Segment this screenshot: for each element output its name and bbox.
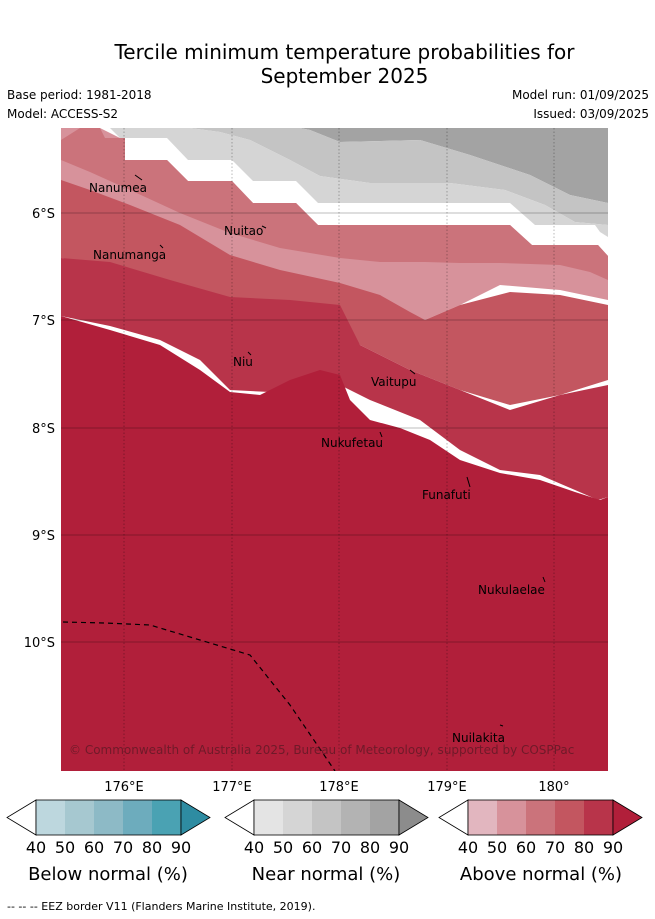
above-normal-label: Above normal (%) bbox=[460, 864, 622, 885]
lon-tick: 177°E bbox=[212, 780, 252, 795]
near-normal-label: Near normal (%) bbox=[252, 864, 401, 885]
below-tick: 50 bbox=[55, 838, 75, 857]
eez-border bbox=[62, 621, 336, 771]
near-normal-band-70 bbox=[300, 128, 608, 203]
above-colorbar-segment bbox=[526, 800, 555, 835]
lon-tick: 176°E bbox=[104, 780, 144, 795]
lon-tick: 178°E bbox=[319, 780, 359, 795]
near-tick: 90 bbox=[389, 838, 409, 857]
above-colorbar-segment bbox=[555, 800, 584, 835]
place-nukufetau: Nukufetau bbox=[321, 436, 383, 450]
lon-tick-labels: 176°E 177°E 178°E 179°E 180° bbox=[104, 780, 569, 795]
near-tick: 50 bbox=[273, 838, 293, 857]
near-tick: 60 bbox=[302, 838, 322, 857]
lat-tick: 9°S bbox=[32, 529, 55, 544]
above-colorbar-segment bbox=[584, 800, 613, 835]
model-run: Model run: 01/09/2025 bbox=[511, 88, 649, 102]
colorbar-titles: Below normal (%) Near normal (%) Above n… bbox=[28, 864, 622, 885]
latitude-lines bbox=[61, 212, 608, 643]
below-colorbar-segment bbox=[36, 800, 65, 835]
above-colorbar-segment bbox=[497, 800, 526, 835]
below-tick: 40 bbox=[26, 838, 46, 857]
above-tick: 80 bbox=[574, 838, 594, 857]
place-nanumanga: Nanumanga bbox=[93, 248, 166, 262]
near-colorbar-segment bbox=[370, 800, 399, 835]
place-nuilakita: Nuilakita bbox=[452, 731, 505, 745]
island-outlines bbox=[134, 174, 546, 727]
above-normal-band-60 bbox=[61, 128, 608, 280]
lon-tick: 179°E bbox=[427, 780, 467, 795]
lat-tick: 10°S bbox=[24, 636, 55, 651]
below-colorbar-segment bbox=[65, 800, 94, 835]
lat-tick: 8°S bbox=[32, 422, 55, 437]
lat-tick: 7°S bbox=[32, 314, 55, 329]
below-normal-label: Below normal (%) bbox=[28, 864, 188, 885]
above-normal-band-50 bbox=[61, 128, 608, 320]
colorbar-near-normal bbox=[224, 799, 429, 836]
near-normal-band-50 bbox=[110, 128, 608, 237]
copyright-notice: © Commonwealth of Australia 2025, Bureau… bbox=[69, 743, 574, 757]
chart-title: Tercile minimum temperature probabilitie… bbox=[0, 40, 655, 88]
below-tick: 80 bbox=[142, 838, 162, 857]
place-nuitao: Nuitao bbox=[224, 224, 263, 238]
place-labels: Nanumea Nanumanga Nuitao Niu Vaitupu Nuk… bbox=[89, 181, 545, 745]
above-normal-band-90 bbox=[61, 316, 608, 771]
near-tick: 80 bbox=[360, 838, 380, 857]
near-colorbar-segment bbox=[312, 800, 341, 835]
above-tick: 50 bbox=[487, 838, 507, 857]
place-funafuti: Funafuti bbox=[422, 488, 471, 502]
lat-tick: 6°S bbox=[32, 207, 55, 222]
colorbar-above-normal bbox=[438, 799, 643, 836]
above-normal-band-70 bbox=[61, 180, 608, 405]
title-line-1: Tercile minimum temperature probabilitie… bbox=[114, 40, 575, 64]
near-normal-band-60 bbox=[190, 128, 608, 225]
colorbar-below-normal bbox=[6, 799, 211, 836]
below-colorbar-low-extension bbox=[6, 799, 37, 836]
place-vaitupu: Vaitupu bbox=[371, 375, 417, 389]
base-period: Base period: 1981-2018 bbox=[7, 88, 152, 102]
graticule bbox=[123, 128, 555, 771]
near-colorbar-segment bbox=[341, 800, 370, 835]
above-tick: 60 bbox=[516, 838, 536, 857]
above-colorbar-low-extension bbox=[438, 799, 469, 836]
map-field: Nanumea Nanumanga Nuitao Niu Vaitupu Nuk… bbox=[61, 128, 608, 771]
above-colorbar-segment bbox=[468, 800, 497, 835]
below-tick: 70 bbox=[113, 838, 133, 857]
place-niu: Niu bbox=[233, 355, 253, 369]
below-colorbar-segment bbox=[123, 800, 152, 835]
near-colorbar-segment bbox=[283, 800, 312, 835]
title-line-2: September 2025 bbox=[260, 64, 429, 88]
place-nanumea: Nanumea bbox=[89, 181, 147, 195]
above-tick: 70 bbox=[545, 838, 565, 857]
lat-tick-labels: 6°S 7°S 8°S 9°S 10°S bbox=[24, 207, 55, 651]
below-tick: 60 bbox=[84, 838, 104, 857]
place-nukulaelae: Nukulaelae bbox=[478, 583, 545, 597]
below-colorbar-segment bbox=[152, 800, 181, 835]
below-tick: 90 bbox=[171, 838, 191, 857]
eez-legend: -- -- -- EEZ border V11 (Flanders Marine… bbox=[7, 900, 316, 913]
near-tick: 70 bbox=[331, 838, 351, 857]
near-tick: 40 bbox=[244, 838, 264, 857]
near-colorbar-low-extension bbox=[224, 799, 255, 836]
below-colorbar-high-extension bbox=[180, 799, 211, 836]
issued-date: Issued: 03/09/2025 bbox=[533, 107, 649, 121]
lon-tick: 180° bbox=[538, 780, 569, 795]
below-colorbar-segment bbox=[94, 800, 123, 835]
above-tick: 40 bbox=[458, 838, 478, 857]
near-colorbar-high-extension bbox=[398, 799, 429, 836]
near-colorbar-segment bbox=[254, 800, 283, 835]
above-tick: 90 bbox=[603, 838, 623, 857]
above-colorbar-high-extension bbox=[612, 799, 643, 836]
colorbar-ticks: 40 50 60 70 80 90 40 50 60 70 80 90 40 5… bbox=[26, 838, 623, 857]
model-name: Model: ACCESS-S2 bbox=[7, 107, 119, 121]
